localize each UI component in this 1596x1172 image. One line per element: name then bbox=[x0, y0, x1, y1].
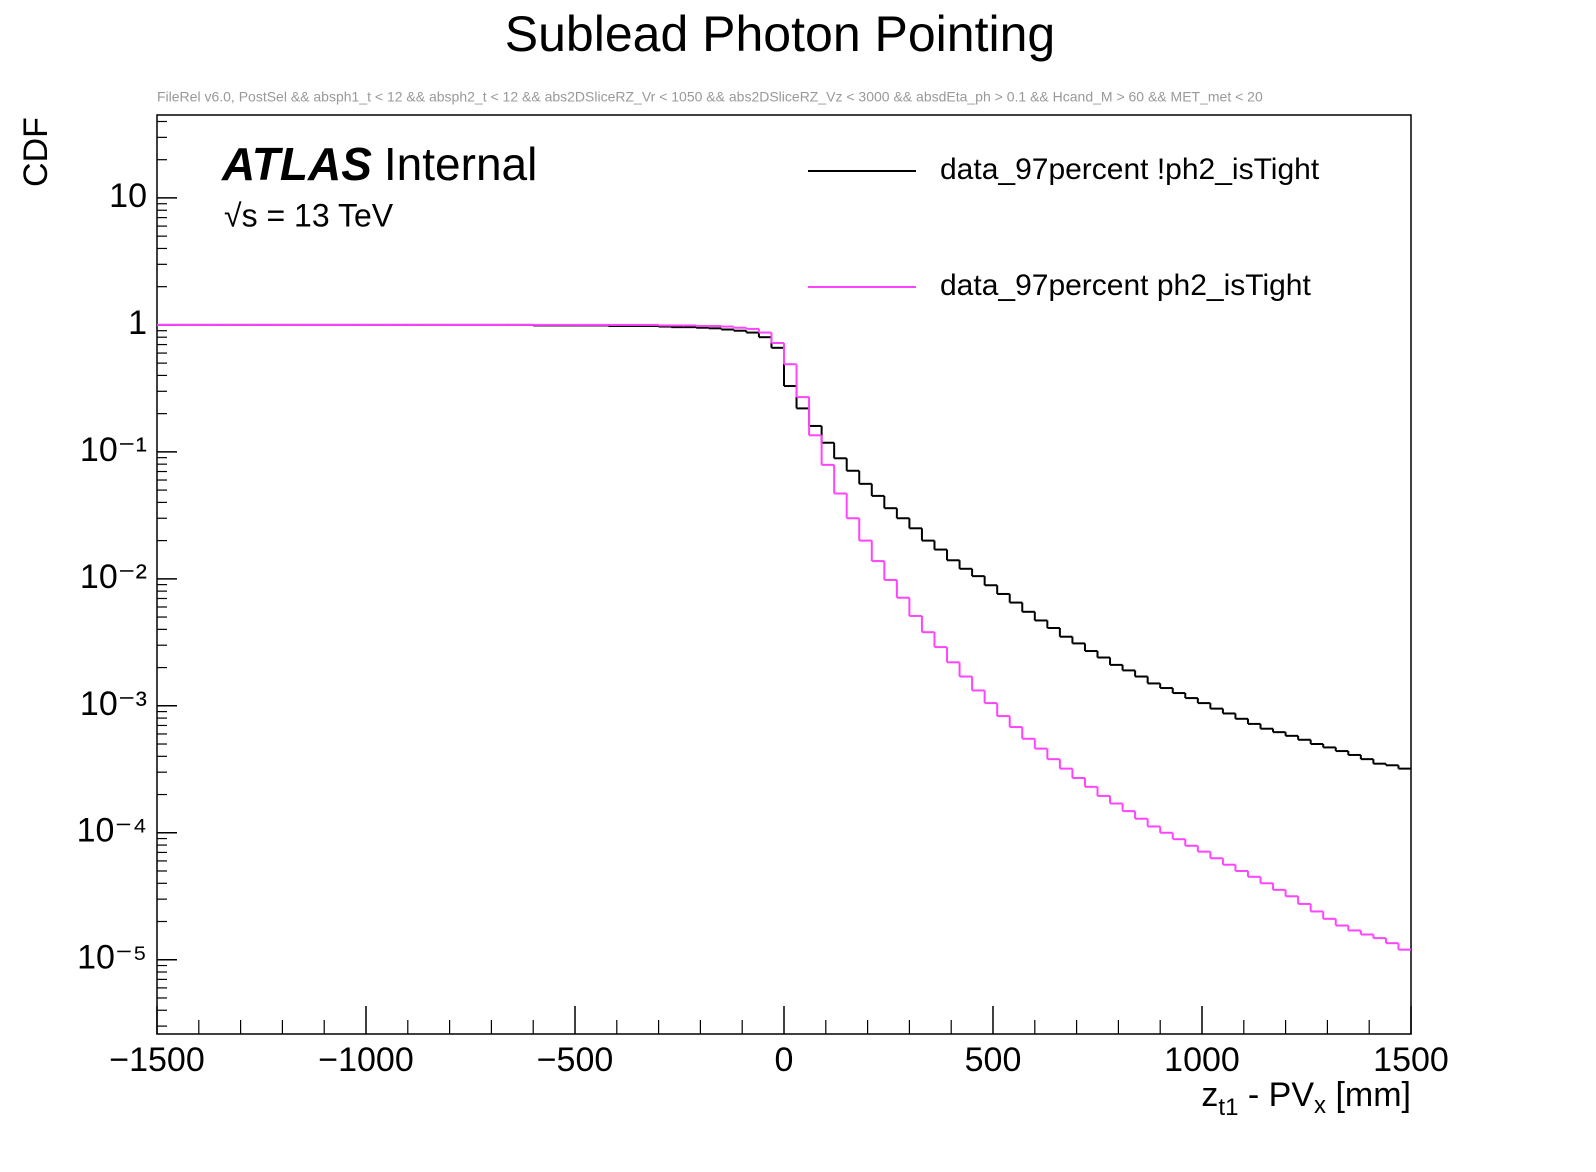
energy-label: √s = 13 TeV bbox=[224, 197, 394, 233]
x-tick-label: 1500 bbox=[1373, 1041, 1449, 1079]
x-tick-label: 0 bbox=[775, 1041, 794, 1079]
x-axis-label: zt1 - PVx [mm] bbox=[1201, 1076, 1411, 1121]
y-tick-label: 10⁻¹ bbox=[80, 431, 147, 469]
x-tick-label: −1500 bbox=[109, 1041, 205, 1079]
x-label-part: [mm] bbox=[1326, 1076, 1411, 1114]
y-tick-label: 10⁻² bbox=[80, 558, 147, 596]
x-tick-label: 500 bbox=[965, 1041, 1022, 1079]
atlas-word: ATLAS bbox=[221, 138, 372, 190]
chart-subtitle: FileRel v6.0, PostSel && absph1_t < 12 &… bbox=[157, 89, 1263, 105]
plot-frame bbox=[156, 114, 1412, 1035]
x-label-part: z bbox=[1201, 1076, 1218, 1114]
y-tick-label: 10 bbox=[109, 177, 147, 215]
x-tick-label: 1000 bbox=[1164, 1041, 1240, 1079]
chart-title: Sublead Photon Pointing bbox=[505, 6, 1055, 62]
x-label-part: - PV bbox=[1238, 1076, 1314, 1114]
x-tick-label: −500 bbox=[537, 1041, 614, 1079]
atlas-label: ATLAS Internal bbox=[221, 138, 537, 190]
y-tick-label: 1 bbox=[128, 304, 147, 342]
legend-label: data_97percent !ph2_isTight bbox=[940, 153, 1320, 186]
x-label-sub: x bbox=[1314, 1092, 1326, 1119]
y-tick-label: 10⁻³ bbox=[80, 685, 147, 723]
atlas-status: Internal bbox=[384, 138, 537, 190]
legend-label: data_97percent ph2_isTight bbox=[940, 269, 1311, 302]
y-axis-label: CDF bbox=[17, 117, 55, 187]
x-label-sub: t1 bbox=[1218, 1094, 1238, 1121]
y-tick-label: 10⁻⁴ bbox=[77, 812, 147, 850]
x-tick-label: −1000 bbox=[318, 1041, 414, 1079]
y-tick-label: 10⁻⁵ bbox=[77, 939, 147, 977]
